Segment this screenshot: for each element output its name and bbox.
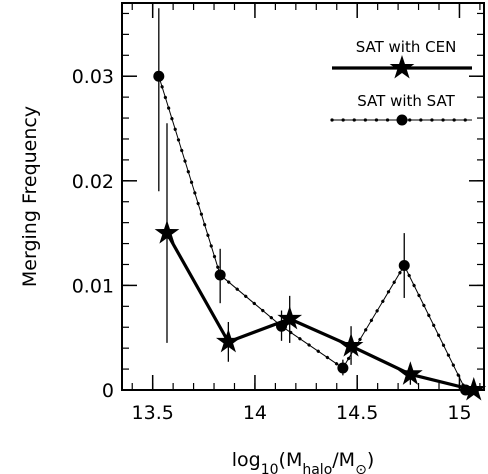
- x-tick-label: 14.5: [336, 402, 378, 424]
- circle-marker: [153, 70, 165, 82]
- x-label-num-sub: halo: [302, 462, 332, 474]
- series-line-sat-with-sat-dots: [157, 74, 222, 277]
- x-tick-label: 13.5: [132, 402, 174, 424]
- star-marker: [461, 377, 487, 401]
- legend: SAT with CEN SAT with SAT: [330, 38, 474, 126]
- series-line-sat-with-sat-dots: [341, 263, 406, 370]
- x-axis-label: log10(Mhalo/M⊙): [232, 449, 374, 474]
- star-marker: [277, 305, 303, 330]
- circle-marker: [214, 269, 226, 281]
- x-label-close: ): [367, 449, 374, 471]
- x-label-base-sub: 10: [261, 462, 279, 474]
- star-marker: [215, 328, 241, 353]
- y-tick-label: 0: [102, 380, 114, 402]
- tick-labels: 13.5 14 14.5 15 0 0.01 0.02 0.03: [72, 66, 472, 424]
- y-tick-label: 0.01: [72, 275, 114, 297]
- plot-frame: [121, 2, 485, 391]
- series-line-sat-with-sat-dots: [218, 273, 284, 328]
- y-axis-label: Merging Frequency: [19, 106, 41, 287]
- circle-marker: [337, 362, 349, 374]
- legend-star-marker: [389, 55, 415, 79]
- star-marker: [338, 333, 364, 357]
- star-marker: [398, 361, 423, 385]
- series-line-sat-with-cen: [165, 232, 475, 392]
- x-tick-label: 15: [447, 402, 471, 424]
- legend-label: SAT with CEN: [356, 38, 457, 56]
- legend-circle-marker: [396, 114, 408, 126]
- major-ticks: [122, 3, 484, 391]
- x-label-slash: /M: [332, 449, 355, 471]
- x-label-base: log: [232, 449, 261, 471]
- series-line-sat-with-sat-dots: [402, 263, 468, 392]
- series-lines: [157, 74, 475, 392]
- minor-ticks: [122, 3, 484, 391]
- series-markers: [153, 70, 487, 401]
- star-marker: [154, 220, 180, 244]
- y-tick-label: 0.02: [72, 171, 114, 193]
- series-line-sat-with-sat-dots: [279, 324, 345, 370]
- x-tick-label: 14: [243, 402, 267, 424]
- circle-marker: [276, 320, 288, 332]
- y-tick-label: 0.03: [72, 66, 114, 88]
- legend-label: SAT with SAT: [357, 92, 455, 110]
- circle-marker: [398, 260, 410, 272]
- x-label-sun: ⊙: [355, 462, 367, 474]
- x-label-open: (M: [279, 449, 303, 471]
